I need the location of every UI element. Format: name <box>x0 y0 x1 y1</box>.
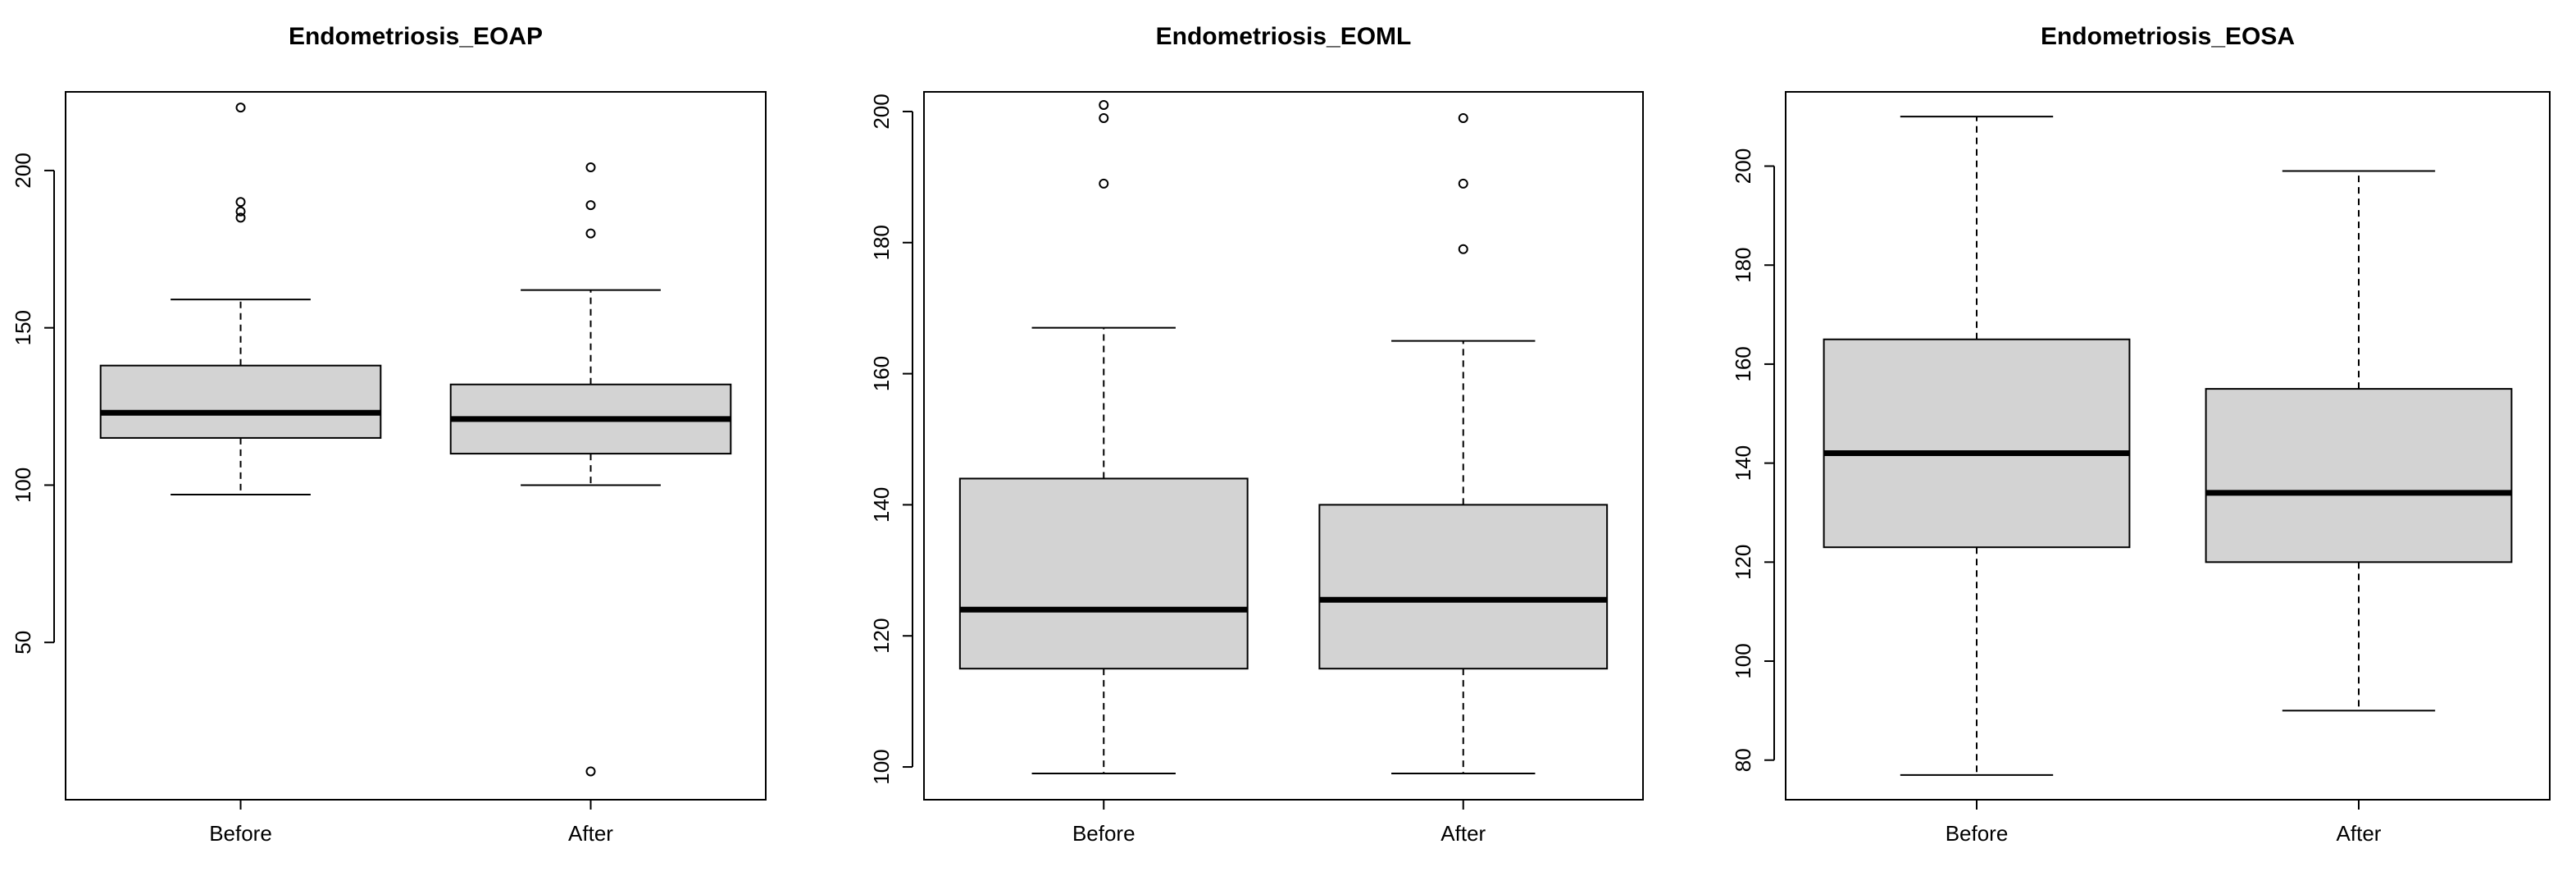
outlier-point <box>1458 178 1468 189</box>
outlier-point <box>235 212 246 223</box>
box-iqr <box>2205 388 2513 563</box>
outlier-point <box>1458 112 1468 123</box>
chart-title: Endometriosis_EOSA <box>2041 23 2295 50</box>
plot-frame <box>923 91 1644 801</box>
plot-frame <box>1785 91 2551 801</box>
outlier-point <box>235 206 246 217</box>
outlier-point <box>585 228 596 239</box>
outlier-point <box>235 197 246 208</box>
chart-title: Endometriosis_EOAP <box>289 23 543 50</box>
chart-panel-2: Endometriosis_EOML Before After 100 120 140 16… <box>869 23 1644 846</box>
chart-panel-3: Endometriosis_EOSA Before After 80 100 120 140… <box>1731 23 2551 846</box>
y-tick-label: 160 <box>869 356 894 391</box>
x-tick-label: Before <box>1946 821 2009 846</box>
y-tick-label: 120 <box>869 618 894 654</box>
box-iqr <box>1318 504 1609 670</box>
y-tick-label: 100 <box>1731 643 1755 678</box>
plot-frame <box>65 91 767 801</box>
y-tick-label: 200 <box>1731 148 1755 184</box>
x-tick-label: Before <box>1072 821 1136 846</box>
y-tick-label: 120 <box>1731 545 1755 580</box>
y-tick-label: 200 <box>869 94 894 129</box>
y-tick-label: 160 <box>1731 346 1755 381</box>
y-tick-label: 140 <box>869 487 894 522</box>
y-tick-label: 180 <box>869 225 894 260</box>
y-tick-label: 80 <box>1731 748 1755 772</box>
box-iqr <box>99 364 382 439</box>
outlier-point <box>585 766 596 777</box>
chart-title: Endometriosis_EOML <box>1156 23 1412 50</box>
x-tick-label: After <box>1440 821 1486 846</box>
y-tick-label: 200 <box>11 153 35 188</box>
box-iqr <box>1823 338 2131 549</box>
y-tick-label: 180 <box>1731 248 1755 283</box>
chart-panel-1: Endometriosis_EOAP Before After 50 100 150 200 <box>11 23 767 846</box>
outlier-point <box>585 162 596 173</box>
outlier-point <box>235 103 246 113</box>
y-tick-label: 100 <box>869 749 894 784</box>
y-tick-label: 150 <box>11 310 35 345</box>
x-tick-label: Before <box>209 821 272 846</box>
y-tick-label: 140 <box>1731 445 1755 481</box>
y-tick-label: 50 <box>11 631 35 655</box>
outlier-point <box>1099 178 1109 189</box>
y-tick-label: 100 <box>11 468 35 503</box>
outlier-point <box>1458 244 1468 254</box>
box-iqr <box>958 477 1249 670</box>
outlier-point <box>1099 112 1109 123</box>
outlier-point <box>585 200 596 211</box>
x-tick-label: After <box>568 821 613 846</box>
x-tick-label: After <box>2337 821 2382 846</box>
outlier-point <box>1099 99 1109 110</box>
